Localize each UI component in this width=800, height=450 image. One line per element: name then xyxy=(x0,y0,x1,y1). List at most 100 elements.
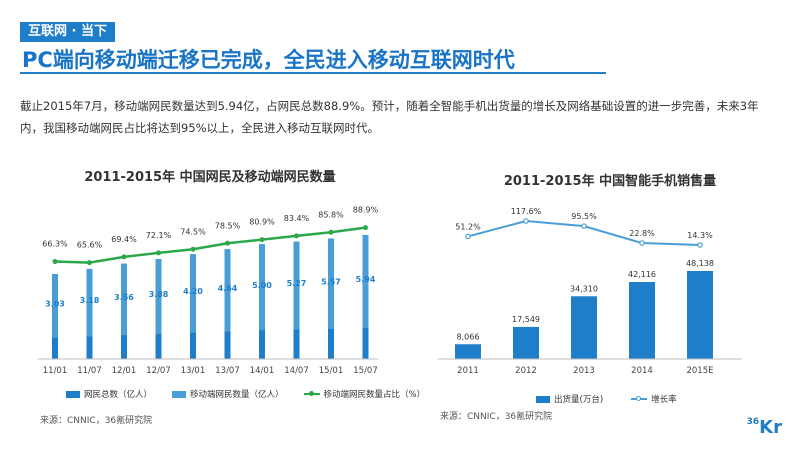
x-tick-14/07: 14/07 xyxy=(284,366,309,376)
intro-paragraph: 截止2015年7月，移动端网民数量达到5.94亿，占网民总数88.9%。预计，随… xyxy=(20,99,759,135)
pct-label-15/01: 85.8% xyxy=(318,210,344,219)
legend-line-green xyxy=(303,391,320,396)
share-point-14/07 xyxy=(294,233,299,239)
bar-mobile-15/01 xyxy=(328,238,334,329)
growth-point-2015E xyxy=(697,242,703,248)
left-chart-source: 来源：CNNIC，36氪研究院 xyxy=(40,416,153,426)
pct-label-14/07: 83.4% xyxy=(284,214,310,223)
bar-shipments-2013 xyxy=(571,296,597,359)
left-chart-title: 2011-2015年 中国网民及移动端网民数量 xyxy=(84,170,336,185)
pct-label-12/07: 72.1% xyxy=(146,231,172,240)
legend-swatch-light xyxy=(172,390,187,398)
x-tick-11/01: 11/01 xyxy=(43,366,68,376)
left-chart: 3.03 11/01 66.3% 3.18 11/07 65.6% 3.56 12/01 69.… xyxy=(38,206,379,376)
x-tick-15/07: 15/07 xyxy=(353,366,378,376)
growth-point-2013 xyxy=(581,223,587,229)
x-tick-15/01: 15/01 xyxy=(319,366,344,376)
x-tick-2014: 2014 xyxy=(631,366,653,376)
right-chart: 8,066 2011 51.2% 17,549 2012 117.6% 34,310 2013… xyxy=(438,207,742,376)
bar-label-12/01: 3.56 xyxy=(114,293,134,302)
title-underline xyxy=(20,72,606,74)
share-point-12/01 xyxy=(121,254,127,260)
share-point-11/07 xyxy=(87,260,92,266)
bar-label-12/07: 3.88 xyxy=(149,290,169,299)
x-tick-2013: 2013 xyxy=(573,366,595,376)
legend-item-shipments: 出货量(万台) xyxy=(536,393,603,405)
bar-label-14/01: 5.00 xyxy=(252,281,272,290)
legend-label-shipments: 出货量(万台) xyxy=(554,395,604,405)
bar-label-2014: 42,116 xyxy=(628,270,656,279)
share-point-13/01 xyxy=(190,246,196,252)
bar-shipments-2011 xyxy=(455,344,481,359)
left-chart-legend: 网民总数（亿人） 移动端网民数量（亿人） 移动端网民数量占比（%） xyxy=(66,388,425,400)
bar-label-14/07: 5.27 xyxy=(287,279,307,288)
growth-point-2012 xyxy=(523,218,529,224)
bar-mobile-15/07 xyxy=(362,234,369,328)
growth-point-2014 xyxy=(639,240,645,246)
bar-label-11/07: 3.18 xyxy=(80,296,100,305)
legend-label-total: 网民总数（亿人） xyxy=(84,390,153,400)
bar-label-15/01: 5.57 xyxy=(321,277,341,286)
legend-item-growth: 增长率 xyxy=(631,393,677,405)
growth-label-2015E: 14.3% xyxy=(687,231,713,240)
x-tick-2011: 2011 xyxy=(457,366,479,376)
bar-mobile-12/07 xyxy=(155,259,162,335)
share-point-15/07 xyxy=(363,225,368,231)
growth-point-2011 xyxy=(465,233,471,240)
x-tick-2012: 2012 xyxy=(515,366,537,376)
legend-item-mobile: 移动端网民数量（亿人） xyxy=(172,388,284,400)
legend-label-mobile: 移动端网民数量（亿人） xyxy=(190,390,284,400)
bar-mobile-11/07 xyxy=(86,268,93,337)
pct-label-14/01: 80.9% xyxy=(249,218,275,227)
share-point-13/07 xyxy=(225,240,230,246)
pct-label-11/07: 65.6% xyxy=(77,241,103,250)
pct-label-13/01: 74.5% xyxy=(180,227,206,236)
legend-item-total: 网民总数（亿人） xyxy=(66,388,152,400)
legend-line-growth xyxy=(631,396,648,401)
pct-label-15/07: 88.9% xyxy=(353,206,379,215)
brand-logo: 36Kr xyxy=(746,417,782,438)
bar-label-2015E: 48,138 xyxy=(686,259,714,268)
bar-mobile-13/07 xyxy=(224,249,231,332)
legend-swatch-dark xyxy=(66,390,80,398)
share-point-11/01 xyxy=(52,259,58,265)
right-chart-legend: 出货量(万台) 增长率 xyxy=(536,393,677,405)
page-title: PC端向移动端迁移已完成，全民进入移动互联网时代 xyxy=(22,48,515,72)
share-point-12/07 xyxy=(156,250,161,256)
x-tick-14/01: 14/01 xyxy=(250,366,275,376)
right-chart-source: 来源：CNNIC，36氪研究院 xyxy=(440,412,553,422)
growth-label-2014: 22.8% xyxy=(629,229,655,238)
bar-mobile-11/01 xyxy=(52,274,58,338)
legend-item-share: 移动端网民数量占比（%） xyxy=(303,388,426,400)
bar-label-13/07: 4.64 xyxy=(218,284,238,293)
growth-label-2013: 95.5% xyxy=(571,212,597,221)
bar-label-2013: 34,310 xyxy=(570,284,598,293)
bar-mobile-14/07 xyxy=(293,241,300,330)
x-tick-12/01: 12/01 xyxy=(112,366,137,376)
bar-shipments-2015E xyxy=(687,271,713,359)
share-point-14/01 xyxy=(259,237,265,243)
bar-label-2012: 17,549 xyxy=(512,315,540,324)
bar-label-2011: 8,066 xyxy=(457,332,480,341)
x-tick-11/07: 11/07 xyxy=(77,366,102,376)
growth-label-2011: 51.2% xyxy=(455,222,481,231)
bar-shipments-2014 xyxy=(629,282,655,359)
x-tick-12/07: 12/07 xyxy=(146,366,171,376)
legend-label-share: 移动端网民数量占比（%） xyxy=(323,390,426,400)
x-tick-13/07: 13/07 xyxy=(215,366,240,376)
bar-label-11/01: 3.03 xyxy=(45,299,65,308)
bar-mobile-12/01 xyxy=(121,263,127,336)
section-tag: 互联网 · 当下 xyxy=(20,22,115,42)
share-line xyxy=(54,226,366,264)
pct-label-11/01: 66.3% xyxy=(42,240,68,249)
bar-mobile-13/01 xyxy=(190,254,196,333)
pct-label-12/01: 69.4% xyxy=(111,235,137,244)
pct-label-13/07: 78.5% xyxy=(215,221,241,230)
bar-label-15/07: 5.94 xyxy=(356,275,376,284)
growth-label-2012: 117.6% xyxy=(511,207,542,216)
x-tick-2015E: 2015E xyxy=(686,366,713,376)
right-chart-title: 2011-2015年 中国智能手机销售量 xyxy=(503,174,717,189)
bar-shipments-2012 xyxy=(513,326,539,359)
bar-mobile-14/01 xyxy=(259,244,265,331)
legend-label-growth: 增长率 xyxy=(651,395,677,405)
